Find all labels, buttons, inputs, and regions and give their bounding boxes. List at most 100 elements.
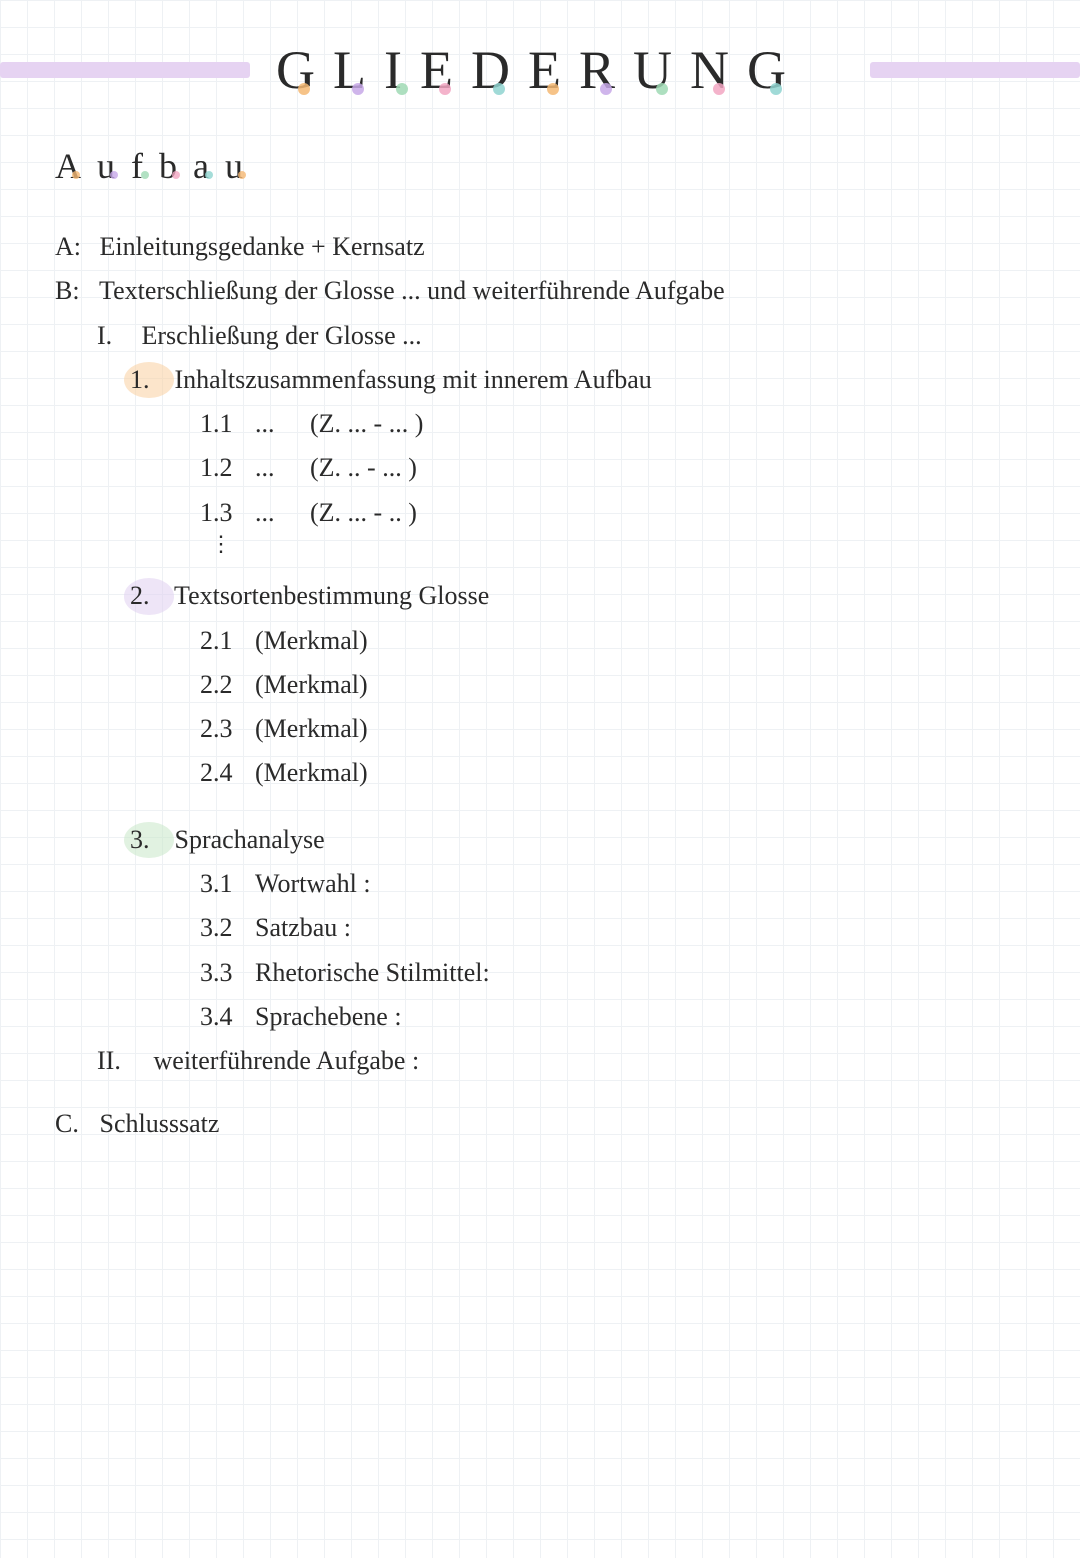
- outline-B-I: I. Erschließung der Glosse ...: [55, 316, 1080, 356]
- title-letter: G: [276, 39, 333, 101]
- subrow-range: (Z. ... - ... ): [310, 409, 423, 438]
- section-heading-aufbau: Aufbau: [55, 145, 1080, 187]
- outline-C-label: C.: [55, 1104, 93, 1144]
- decorative-dot: [72, 171, 80, 179]
- outline-B-I-label: I.: [97, 316, 135, 356]
- subrow-text: Wortwahl :: [255, 869, 371, 898]
- num-2: 2.: [130, 581, 150, 610]
- subrow-text: Rhetorische Stilmittel:: [255, 958, 490, 987]
- highlight-1: 1.: [130, 360, 168, 400]
- subrow-range: (Z. ... - .. ): [310, 498, 417, 527]
- outline-B-I-1: 1. Inhaltszusammenfassung mit innerem Au…: [55, 360, 1080, 400]
- outline-B-I-2: 2. Textsortenbestimmung Glosse: [55, 576, 1080, 616]
- outline-B-II-label: II.: [97, 1041, 147, 1081]
- outline-C-text: Schlusssatz: [100, 1109, 220, 1138]
- outline-subrow: 3.2Satzbau :: [55, 908, 1080, 948]
- outline-subrow: 3.3Rhetorische Stilmittel:: [55, 953, 1080, 993]
- title-letter: N: [690, 39, 747, 101]
- subrow-num: 2.1: [200, 621, 255, 661]
- outline-B-I-1-text: Inhaltszusammenfassung mit innerem Aufba…: [175, 365, 652, 394]
- outline-subrow: 2.2(Merkmal): [55, 665, 1080, 705]
- num-1: 1.: [130, 365, 150, 394]
- subrow-text: Satzbau :: [255, 913, 351, 942]
- decorative-dot: [352, 83, 364, 95]
- subrow-num: 1.3: [200, 493, 255, 533]
- outline-B: B: Texterschließung der Glosse ... und w…: [55, 271, 1080, 311]
- decorative-dot: [713, 83, 725, 95]
- subrow-num: 1.2: [200, 448, 255, 488]
- subrow-text: (Merkmal): [255, 714, 368, 743]
- subtitle-letter: b: [159, 145, 193, 187]
- title-letter: G: [747, 39, 804, 101]
- subtitle-letter: a: [193, 145, 225, 187]
- title-letter: U: [633, 39, 690, 101]
- outline-subrow: 3.4Sprachebene :: [55, 997, 1080, 1037]
- outline-subrow: 2.3(Merkmal): [55, 709, 1080, 749]
- subrow-num: 3.1: [200, 864, 255, 904]
- outline-subrow: 1.2...(Z. .. - ... ): [55, 448, 1080, 488]
- title-letter: E: [420, 39, 471, 101]
- subtitle-letter: A: [55, 145, 97, 187]
- decorative-dot: [439, 83, 451, 95]
- decorative-dot: [238, 171, 246, 179]
- decorative-dot: [141, 171, 149, 179]
- outline-C: C. Schlusssatz: [55, 1104, 1080, 1144]
- outline-B-I-3: 3. Sprachanalyse: [55, 820, 1080, 860]
- outline-B-text: Texterschließung der Glosse ... und weit…: [99, 276, 725, 305]
- decorative-dot: [110, 171, 118, 179]
- highlight-2: 2.: [130, 576, 168, 616]
- subrow-range: (Z. .. - ... ): [310, 453, 417, 482]
- decorative-dot: [396, 83, 408, 95]
- subrow-text: (Merkmal): [255, 670, 368, 699]
- vertical-ellipsis: ⋮: [55, 537, 1080, 550]
- outline-subrow: 2.1(Merkmal): [55, 621, 1080, 661]
- title-letter: I: [384, 39, 420, 101]
- num-3: 3.: [130, 825, 150, 854]
- outline-B-I-3-text: Sprachanalyse: [175, 825, 325, 854]
- subrow-num: 1.1: [200, 404, 255, 444]
- decorative-dot: [493, 83, 505, 95]
- subtitle-letter: f: [131, 145, 159, 187]
- subtitle-letter: u: [225, 145, 259, 187]
- subrow-num: 3.2: [200, 908, 255, 948]
- outline-subrow: 1.1...(Z. ... - ... ): [55, 404, 1080, 444]
- outline-B-I-2-text: Textsortenbestimmung Glosse: [174, 581, 489, 610]
- subrow-num: 3.3: [200, 953, 255, 993]
- decorative-dot: [172, 171, 180, 179]
- outline-B-label: B:: [55, 271, 93, 311]
- decorative-dot: [547, 83, 559, 95]
- outline-subrow: 2.4(Merkmal): [55, 753, 1080, 793]
- title-letter: R: [579, 39, 633, 101]
- decorative-dot: [298, 83, 310, 95]
- highlight-3: 3.: [130, 820, 168, 860]
- outline-content: A: Einleitungsgedanke + Kernsatz B: Text…: [55, 227, 1080, 1144]
- outline-A: A: Einleitungsgedanke + Kernsatz: [55, 227, 1080, 267]
- outline-B-I-text: Erschließung der Glosse ...: [142, 321, 422, 350]
- subrow-mid: ...: [255, 493, 310, 533]
- subrow-text: (Merkmal): [255, 626, 368, 655]
- outline-B-II: II. weiterführende Aufgabe :: [55, 1041, 1080, 1081]
- title-accent-right: [870, 62, 1080, 78]
- outline-subrow: 3.1Wortwahl :: [55, 864, 1080, 904]
- outline-B-II-text: weiterführende Aufgabe :: [154, 1046, 420, 1075]
- subrow-num: 2.3: [200, 709, 255, 749]
- title-letter: L: [333, 39, 384, 101]
- outline-A-label: A:: [55, 227, 93, 267]
- subrow-num: 3.4: [200, 997, 255, 1037]
- decorative-dot: [770, 83, 782, 95]
- subrow-mid: ...: [255, 448, 310, 488]
- subrow-text: Sprachebene :: [255, 1002, 402, 1031]
- outline-A-text: Einleitungsgedanke + Kernsatz: [100, 232, 425, 261]
- decorative-dot: [205, 171, 213, 179]
- outline-subrow: 1.3...(Z. ... - .. ): [55, 493, 1080, 533]
- subrow-text: (Merkmal): [255, 758, 368, 787]
- title-row: GLIEDERUNG: [0, 30, 1080, 110]
- decorative-dot: [656, 83, 668, 95]
- subtitle-letter: u: [97, 145, 131, 187]
- decorative-dot: [600, 83, 612, 95]
- title-letter: E: [528, 39, 579, 101]
- subrow-num: 2.2: [200, 665, 255, 705]
- title-letter: D: [471, 39, 528, 101]
- subrow-mid: ...: [255, 404, 310, 444]
- subrow-num: 2.4: [200, 753, 255, 793]
